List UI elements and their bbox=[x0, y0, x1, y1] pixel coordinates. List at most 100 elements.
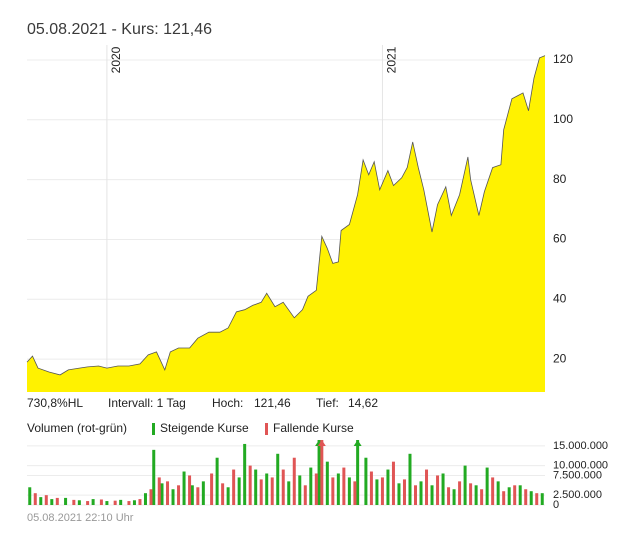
volume-bar bbox=[215, 457, 219, 505]
volume-bar bbox=[402, 479, 406, 505]
volume-bar bbox=[474, 485, 478, 505]
volume-bar bbox=[72, 499, 76, 505]
volume-bar bbox=[157, 477, 161, 505]
volume-bar bbox=[265, 473, 269, 505]
volume-bar bbox=[221, 483, 225, 505]
volume-bar bbox=[55, 497, 59, 505]
volume-bar bbox=[314, 473, 318, 505]
legend-swatch bbox=[152, 423, 155, 435]
volume-bar bbox=[529, 491, 533, 505]
volume-bar bbox=[458, 481, 462, 505]
volume-bar bbox=[518, 485, 522, 505]
info-high: 121,46 bbox=[254, 396, 291, 410]
volume-bar bbox=[44, 495, 48, 505]
volume-bar bbox=[237, 477, 241, 505]
volume-bar bbox=[309, 467, 313, 505]
volume-bar bbox=[375, 479, 379, 505]
y-tick-label: 120 bbox=[553, 52, 573, 66]
info-low-label: Tief: bbox=[316, 396, 339, 410]
volume-bar bbox=[160, 483, 164, 505]
y-tick-label: 15.000.000 bbox=[553, 440, 608, 452]
volume-bar bbox=[232, 469, 236, 505]
volume-bar bbox=[408, 453, 412, 505]
volume-bar bbox=[436, 475, 440, 505]
volume-bar bbox=[386, 469, 390, 505]
volume-bar bbox=[342, 467, 346, 505]
volume-bar bbox=[535, 493, 539, 505]
volume-bar bbox=[496, 481, 500, 505]
volume-bar bbox=[414, 485, 417, 505]
volume-bar bbox=[77, 500, 81, 505]
volume-bar bbox=[188, 475, 192, 505]
y-tick-label: 0 bbox=[553, 499, 559, 511]
volume-bar bbox=[143, 493, 147, 505]
y-tick-label: 10.000.000 bbox=[553, 460, 608, 472]
overflow-arrow bbox=[317, 440, 326, 446]
y-tick-label: 100 bbox=[553, 112, 573, 126]
volume-bar bbox=[99, 499, 103, 505]
volume-bar bbox=[353, 481, 357, 505]
volume-bar bbox=[138, 499, 142, 505]
info-interval: Intervall: 1 Tag bbox=[108, 396, 186, 410]
volume-bar bbox=[331, 477, 335, 505]
y-tick-label: 20 bbox=[553, 351, 567, 365]
volume-bar bbox=[166, 481, 170, 505]
volume-bar bbox=[152, 449, 156, 505]
volume-bar bbox=[39, 497, 43, 505]
volume-bar bbox=[201, 481, 205, 505]
volume-bar bbox=[132, 500, 136, 505]
volume-bar bbox=[364, 457, 368, 505]
overflow-arrow bbox=[353, 440, 362, 446]
volume-bar bbox=[391, 461, 395, 505]
volume-bar bbox=[171, 489, 175, 505]
volume-bar bbox=[507, 487, 511, 505]
volume-bar bbox=[480, 489, 484, 505]
volume-bar bbox=[33, 493, 37, 505]
volume-bar bbox=[502, 491, 506, 505]
info-hl: 730,8%HL bbox=[27, 396, 83, 410]
x-tick-label: 2020 bbox=[109, 46, 123, 73]
volume-title: Volumen (rot-grün) bbox=[27, 421, 127, 435]
volume-bar bbox=[86, 501, 90, 505]
volume-bar bbox=[524, 489, 528, 505]
volume-bar bbox=[182, 471, 186, 505]
volume-bar bbox=[317, 440, 321, 505]
volume-bar bbox=[259, 479, 263, 505]
volume-bar bbox=[248, 465, 252, 505]
volume-bar bbox=[28, 487, 32, 505]
info-high-label: Hoch: bbox=[212, 396, 243, 410]
volume-bar bbox=[425, 469, 429, 505]
volume-bar bbox=[347, 477, 351, 505]
volume-bar bbox=[127, 501, 131, 505]
info-low: 14,62 bbox=[348, 396, 378, 410]
volume-bar bbox=[430, 485, 434, 505]
volume-bar bbox=[270, 477, 274, 505]
volume-bar bbox=[447, 487, 451, 505]
y-tick-label: 40 bbox=[553, 291, 567, 305]
volume-bar bbox=[452, 489, 456, 505]
volume-bar bbox=[113, 500, 117, 505]
volume-bar bbox=[463, 465, 467, 505]
volume-bar bbox=[177, 485, 181, 505]
volume-bar bbox=[91, 499, 95, 505]
volume-bar bbox=[287, 481, 291, 505]
volume-bar bbox=[105, 501, 109, 505]
volume-bar bbox=[540, 493, 544, 505]
volume-bar bbox=[369, 471, 373, 505]
volume-bar bbox=[298, 475, 302, 505]
volume-bar bbox=[276, 453, 280, 505]
volume-bar bbox=[149, 489, 153, 505]
volume-bar bbox=[226, 487, 230, 505]
chart-title: 05.08.2021 - Kurs: 121,46 bbox=[27, 21, 212, 38]
volume-bar bbox=[64, 497, 68, 505]
volume-bar bbox=[380, 477, 384, 505]
y-tick-label: 7.500.000 bbox=[553, 469, 602, 481]
volume-bar bbox=[336, 473, 340, 505]
price-line bbox=[26, 55, 546, 376]
volume-bar bbox=[243, 443, 247, 505]
volume-bar bbox=[491, 477, 495, 505]
price-area bbox=[27, 55, 545, 392]
volume-bar bbox=[196, 487, 200, 505]
y-tick-label: 80 bbox=[553, 172, 567, 186]
